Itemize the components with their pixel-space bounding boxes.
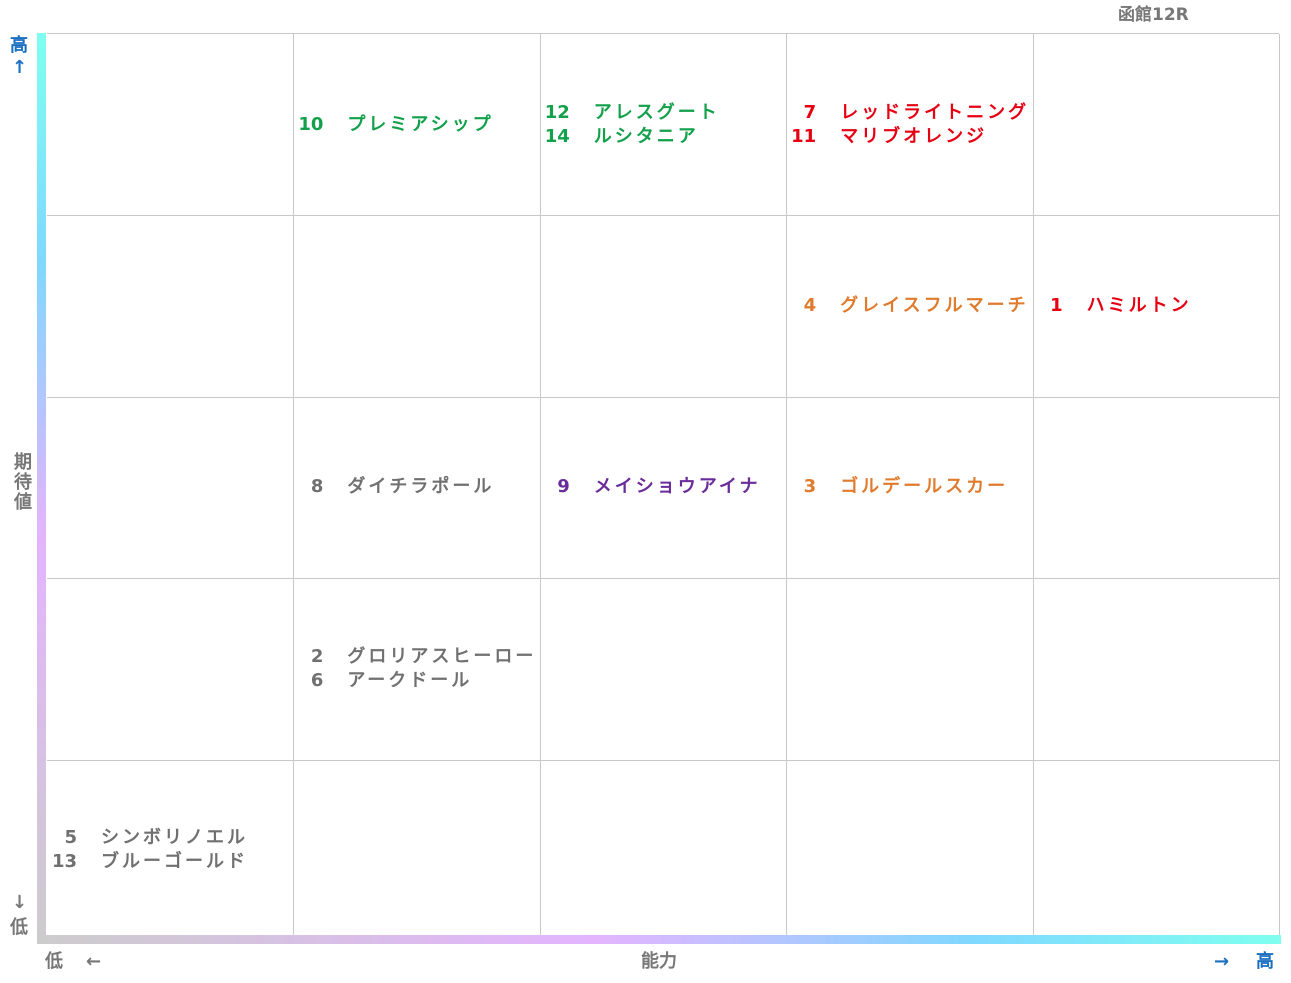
entry-number: 8 [310,476,324,498]
entry-name: レッドライトニング [840,101,1030,123]
cell [539,215,788,398]
entry: 14 ルシタニア [540,125,786,149]
entry-number: 12 [544,101,570,123]
cell [1032,759,1280,942]
entry: 13 ブルーゴールド [47,850,293,874]
entry-name: アークドール [347,669,473,691]
entry: 7 レッドライトニング [786,101,1032,125]
cell [1032,578,1280,761]
x-high: 高 [1256,951,1274,972]
cell [1032,396,1280,580]
entry: 10 プレミアシップ [293,113,539,137]
entry-name: ルシタニア [593,125,699,147]
entry-number: 2 [310,645,324,667]
entry-name: ハミルトン [1086,295,1192,317]
y-high-arrow: ↑ [12,57,28,78]
entry: 9 メイショウアイナ [540,475,786,499]
entry-name: メイショウアイナ [593,476,761,498]
entry-name: ブルーゴールド [101,851,248,873]
cell [47,34,295,217]
entry: 2 グロリアスヒーロー [293,645,539,669]
entry-name: シンボリノエル [101,827,248,849]
entry: 12 アレスグート [540,101,786,125]
entry-name: グレイスフルマーチ [840,295,1029,317]
entry: 3 ゴルデールスカー [786,475,1032,499]
entry-number: 3 [803,476,817,498]
entry: 11 マリブオレンジ [786,125,1032,149]
title: 函館12R [1118,5,1189,25]
cell: 4 グレイスフルマーチ [786,215,1034,398]
entry-number: 14 [544,125,570,147]
entry-number: 6 [310,669,324,691]
x-low-arrow: ← [86,951,102,972]
y-low-arrow: ↓ [12,892,28,913]
cell: 7 レッドライトニング 11 マリブオレンジ [786,34,1034,217]
cell [786,759,1034,942]
entry: 6 アークドール [293,669,539,693]
cell [786,578,1034,761]
x-label: 能力 [641,951,677,972]
cell: 12 アレスグート 14 ルシタニア [539,34,788,217]
entry: 4 グレイスフルマーチ [786,294,1032,318]
cell [47,396,295,580]
cell [293,215,541,398]
cell [47,578,295,761]
x-low: 低 [45,951,63,972]
y-axis-bar [37,33,46,944]
cell: 9 メイショウアイナ [539,396,788,580]
x-high-arrow: → [1214,951,1230,972]
y-low: 低 [10,917,28,938]
cell [1032,34,1280,217]
cell: 10 プレミアシップ [293,34,541,217]
y-high: 高 [10,35,28,56]
entry-number: 5 [64,827,77,849]
entry-number: 4 [803,295,817,317]
entry-number: 11 [791,125,817,147]
x-axis-bar [37,935,1281,944]
entry-name: ダイチラポール [347,476,495,498]
entry-name: アレスグート [593,101,720,123]
cell: 8 ダイチラポール [293,396,541,580]
cell [47,215,295,398]
cell [539,759,788,942]
entry-name: プレミアシップ [347,113,494,135]
cell: 5 シンボリノエル 13 ブルーゴールド [47,759,295,942]
entry: 1 ハミルトン [1033,294,1279,318]
entry-name: ゴルデールスカー [840,476,1009,498]
entry-number: 1 [1050,295,1063,317]
cell: 3 ゴルデールスカー [786,396,1034,580]
cell [539,578,788,761]
entry-number: 9 [557,476,570,498]
entry-name: マリブオレンジ [840,125,988,147]
cell [293,759,541,942]
entry-number: 13 [51,851,77,873]
grid: 10 プレミアシップ 12 アレスグート 14 ルシタニア 7 レッドライトニング 11 マリブオ… [47,33,1280,942]
entry: 8 ダイチラポール [293,475,539,499]
entry-name: グロリアスヒーロー [347,645,537,667]
entry-number: 7 [803,101,817,123]
cell: 2 グロリアスヒーロー 6 アークドール [293,578,541,761]
cell: 1 ハミルトン [1032,215,1280,398]
y-label: 期待値 [11,452,32,512]
entry-number: 10 [298,113,324,135]
entry: 5 シンボリノエル [47,826,293,850]
